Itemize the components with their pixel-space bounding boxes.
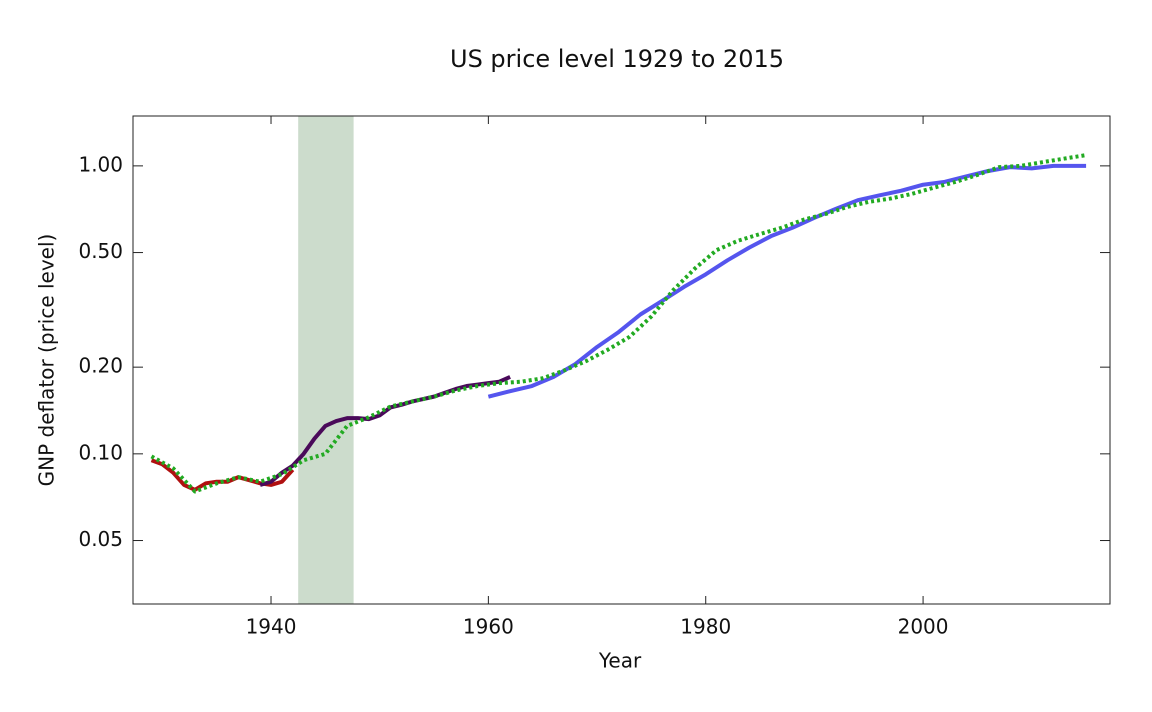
- x-tick-label: 2000: [898, 615, 949, 639]
- y-axis-label: GNP deflator (price level): [35, 234, 59, 487]
- x-tick-label: 1980: [680, 615, 731, 639]
- data-line: [487, 163, 1087, 399]
- data-line: [259, 375, 511, 487]
- plot-frame: [132, 115, 1111, 605]
- data-line: [150, 153, 1087, 494]
- shaded-region: [298, 116, 354, 604]
- x-tick-label: 1960: [463, 615, 514, 639]
- y-tick-label: 0.50: [78, 239, 123, 263]
- x-axis-label: Year: [598, 649, 642, 673]
- y-tick-label: 1.00: [78, 152, 123, 176]
- x-tick-label: 1940: [246, 615, 297, 639]
- y-tick-label: 0.10: [78, 440, 123, 464]
- y-tick-label: 0.05: [78, 527, 123, 551]
- data-line: [150, 458, 295, 492]
- chart-title: US price level 1929 to 2015: [450, 45, 784, 73]
- y-tick-label: 0.20: [78, 354, 123, 378]
